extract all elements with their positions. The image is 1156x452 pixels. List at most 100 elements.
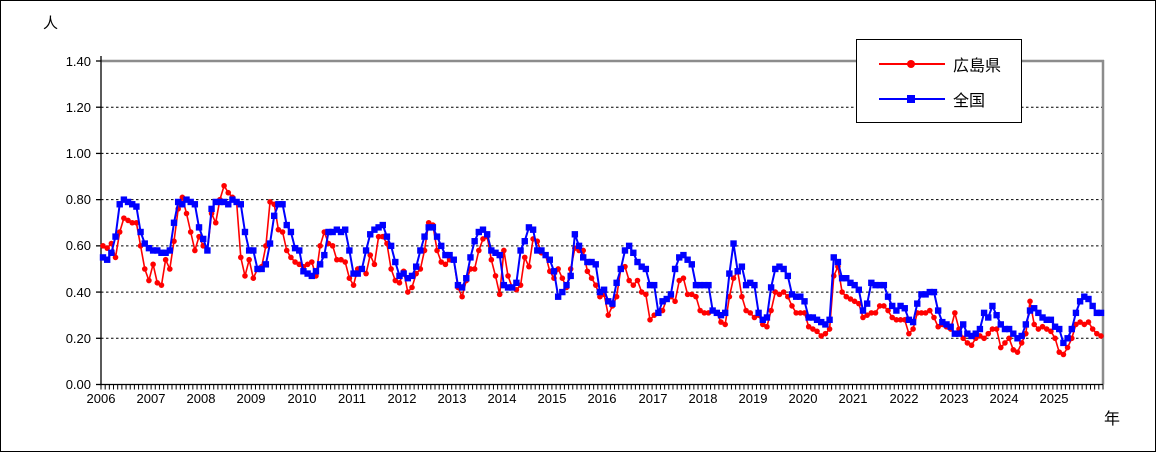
- data-point: [893, 317, 900, 323]
- data-point: [592, 261, 599, 268]
- data-point: [492, 273, 499, 279]
- x-tick-label: 2015: [537, 391, 567, 406]
- data-point: [1064, 335, 1071, 342]
- data-point: [1056, 349, 1063, 355]
- data-point: [291, 244, 299, 252]
- data-point: [726, 270, 733, 277]
- data-point: [212, 219, 219, 226]
- data-point: [939, 318, 946, 326]
- y-tick-label: 0.00: [65, 377, 91, 392]
- data-point: [529, 226, 537, 233]
- data-point: [554, 293, 562, 300]
- data-point: [918, 291, 925, 298]
- x-tick-label: 2016: [587, 391, 617, 406]
- data-point: [747, 279, 754, 287]
- data-point: [500, 281, 508, 289]
- data-point: [885, 307, 891, 314]
- data-point: [454, 281, 462, 289]
- x-tick-label: 2011: [338, 391, 366, 406]
- data-point: [417, 247, 424, 254]
- data-point: [580, 254, 587, 261]
- data-point: [99, 254, 107, 261]
- data-point: [964, 340, 971, 346]
- data-point: [868, 279, 875, 287]
- data-point: [856, 300, 862, 307]
- x-tick-label: 2009: [236, 391, 266, 406]
- data-point: [638, 289, 645, 295]
- data-point: [838, 275, 846, 282]
- data-point: [221, 182, 227, 189]
- data-point: [780, 265, 787, 273]
- data-point: [955, 330, 963, 337]
- data-point: [701, 281, 708, 289]
- data-point: [1085, 319, 1092, 325]
- data-point: [688, 291, 695, 298]
- data-point: [338, 256, 344, 263]
- data-point: [559, 288, 566, 296]
- x-tick-label: 2006: [86, 391, 116, 406]
- data-point: [696, 281, 704, 289]
- data-point: [934, 307, 942, 314]
- data-point: [146, 277, 152, 284]
- data-point: [1001, 325, 1009, 333]
- data-point: [684, 291, 691, 298]
- data-point: [818, 333, 825, 339]
- data-point: [1081, 293, 1088, 300]
- data-point: [404, 275, 412, 282]
- data-point: [392, 258, 399, 266]
- data-point: [864, 312, 870, 318]
- data-point: [1072, 309, 1080, 317]
- data-point: [951, 330, 959, 337]
- x-tick-label: 2014: [487, 391, 517, 406]
- data-point: [279, 229, 286, 235]
- data-point: [626, 277, 632, 284]
- data-point: [647, 317, 653, 323]
- data-point: [897, 317, 904, 323]
- legend-label-hiroshima: 広島県: [953, 57, 1002, 75]
- data-point: [718, 319, 724, 325]
- data-point: [408, 272, 416, 280]
- data-point: [337, 228, 345, 236]
- data-point: [225, 189, 232, 196]
- data-point: [434, 247, 440, 254]
- data-point: [262, 261, 270, 268]
- data-point: [755, 309, 762, 317]
- data-point: [120, 196, 128, 203]
- data-point: [195, 224, 203, 231]
- x-tick-label: 2019: [738, 391, 768, 406]
- data-point: [801, 298, 808, 305]
- data-point: [329, 243, 336, 249]
- data-point: [793, 310, 799, 316]
- legend-marker-circle: [907, 59, 915, 68]
- data-point: [266, 240, 274, 247]
- data-point: [317, 243, 323, 249]
- data-point: [1018, 340, 1025, 346]
- data-point: [1002, 340, 1008, 346]
- data-point: [287, 228, 295, 236]
- y-tick-label: 1.00: [65, 146, 91, 161]
- data-point: [818, 318, 825, 326]
- data-point: [191, 201, 199, 208]
- data-point: [851, 281, 858, 289]
- data-point: [743, 307, 749, 314]
- data-point: [764, 323, 770, 330]
- data-point: [997, 344, 1004, 351]
- data-point: [659, 298, 666, 305]
- data-point: [734, 268, 741, 275]
- data-point: [584, 268, 591, 275]
- data-point: [713, 309, 721, 317]
- data-point: [488, 256, 495, 263]
- data-point: [910, 326, 916, 332]
- data-point: [166, 247, 174, 254]
- blue-line-square-marker-icon: [879, 93, 945, 105]
- data-point: [475, 228, 483, 236]
- data-point: [1027, 298, 1033, 305]
- data-point: [383, 233, 391, 240]
- data-point: [296, 261, 303, 268]
- data-point: [1068, 325, 1075, 333]
- data-point: [225, 201, 232, 208]
- data-point: [116, 201, 123, 208]
- data-point: [133, 203, 140, 210]
- data-point: [705, 281, 712, 289]
- data-point: [767, 284, 775, 291]
